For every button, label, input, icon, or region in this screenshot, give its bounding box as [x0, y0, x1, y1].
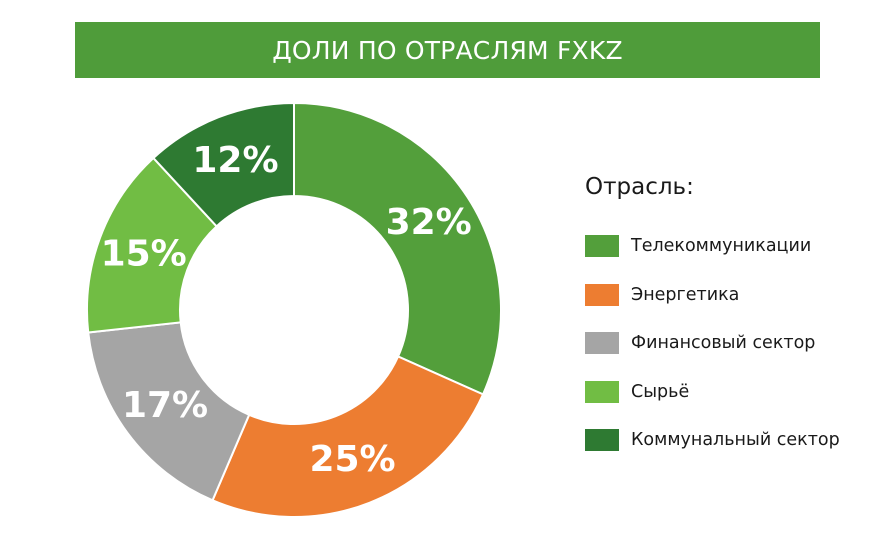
legend: Отрасль: Телекоммуникации Энергетика Финан…: [585, 172, 865, 465]
legend-label: Финансовый сектор: [631, 333, 816, 354]
slice-percent-label: 32%: [386, 202, 472, 243]
legend-swatch: [585, 235, 619, 258]
legend-label: Сырьё: [631, 381, 690, 402]
chart-title: ДОЛИ ПО ОТРАСЛЯМ FXKZ: [272, 35, 623, 65]
donut-slice: [152, 101, 295, 228]
slice-percent-label: 12%: [192, 140, 278, 181]
legend-swatch: [585, 283, 619, 306]
legend-item: Коммунальный сектор: [585, 416, 865, 465]
legend-swatch: [585, 429, 619, 452]
donut-slice: [293, 101, 502, 396]
legend-item: Телекоммуникации: [585, 222, 865, 271]
legend-title: Отрасль:: [585, 174, 694, 200]
legend-swatch: [585, 332, 619, 355]
slice-percent-label: 17%: [122, 385, 208, 426]
legend-swatch: [585, 380, 619, 403]
donut-slice: [87, 321, 251, 502]
slice-percent-label: 25%: [309, 439, 395, 480]
legend-item: Финансовый сектор: [585, 319, 865, 368]
legend-items: Телекоммуникации Энергетика Финансовый сек…: [585, 222, 865, 465]
legend-item: Сырьё: [585, 368, 865, 417]
donut-slice: [211, 355, 485, 518]
legend-label: Телекоммуникации: [631, 236, 812, 257]
legend-item: Энергетика: [585, 271, 865, 320]
slice-percent-label: 15%: [101, 233, 187, 274]
title-banner: ДОЛИ ПО ОТРАСЛЯМ FXKZ: [75, 22, 820, 78]
legend-label: Энергетика: [631, 284, 740, 305]
legend-label: Коммунальный сектор: [631, 430, 840, 451]
donut-slice: [86, 156, 218, 334]
